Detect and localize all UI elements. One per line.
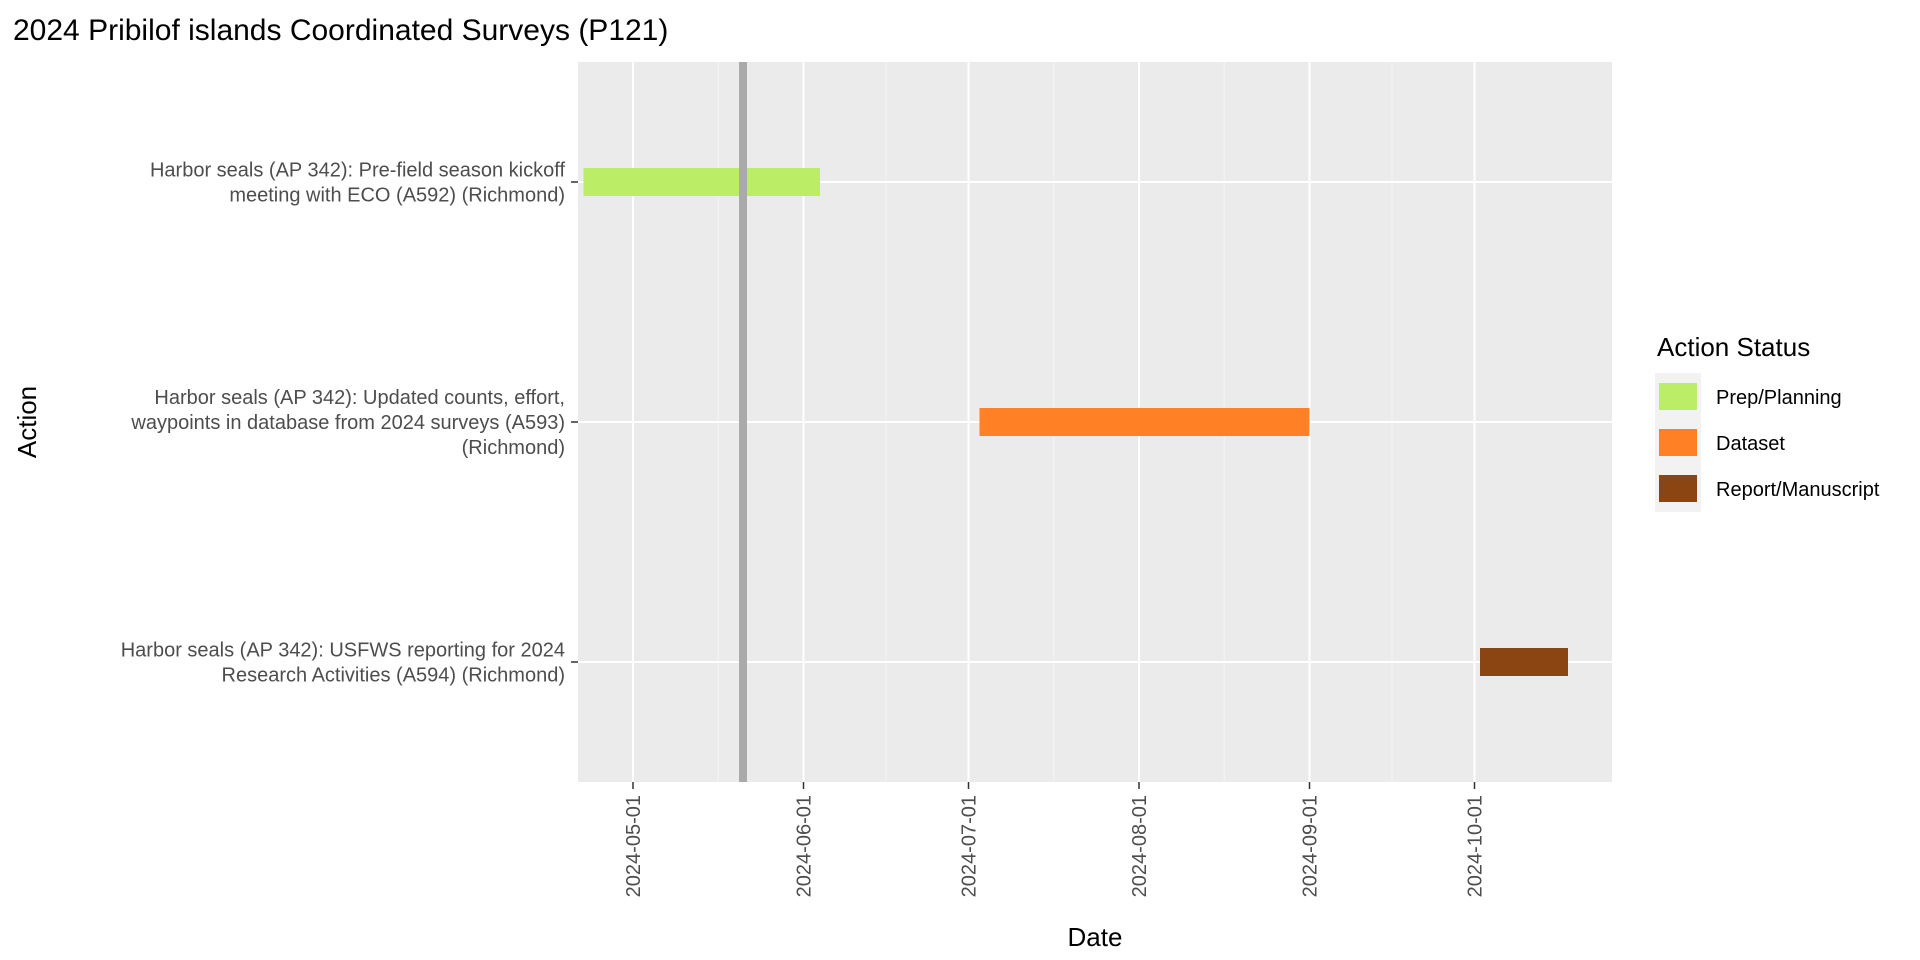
task-bar [1480, 648, 1568, 676]
y-axis-ticks: Harbor seals (AP 342): Pre-field season … [121, 160, 578, 687]
legend-label: Dataset [1716, 433, 1785, 455]
y-tick-label: meeting with ECO (A592) (Richmond) [229, 185, 565, 207]
legend-title: Action Status [1657, 332, 1810, 362]
x-axis-title: Date [1068, 922, 1123, 952]
x-tick-label: 2024-05-01 [623, 795, 645, 897]
y-tick-label: waypoints in database from 2024 surveys … [130, 412, 565, 434]
y-tick-label: Research Activities (A594) (Richmond) [222, 665, 565, 687]
x-tick-label: 2024-09-01 [1300, 795, 1322, 897]
legend-label: Prep/Planning [1716, 387, 1842, 409]
y-tick-label: (Richmond) [462, 437, 565, 459]
legend-swatch [1659, 383, 1697, 410]
task-bars [583, 168, 1568, 676]
y-tick-label: Harbor seals (AP 342): Updated counts, e… [154, 387, 565, 409]
y-axis-title: Action [12, 386, 42, 458]
x-tick-label: 2024-10-01 [1465, 795, 1487, 897]
x-axis-ticks: 2024-05-01 2024-06-01 2024-07-01 2024-08-01… [623, 782, 1487, 897]
legend-swatch [1659, 475, 1697, 502]
legend-swatch [1659, 429, 1697, 456]
y-tick-label: Harbor seals (AP 342): USFWS reporting f… [121, 640, 565, 662]
y-tick-label: Harbor seals (AP 342): Pre-field season … [150, 160, 565, 182]
task-bar [583, 168, 820, 196]
x-tick-label: 2024-08-01 [1129, 795, 1151, 897]
x-tick-label: 2024-06-01 [794, 795, 816, 897]
task-bar [979, 408, 1310, 436]
legend: Action Status Prep/Planning Dataset Report… [1655, 332, 1880, 512]
legend-label: Report/Manuscript [1716, 479, 1880, 501]
x-tick-label: 2024-07-01 [959, 795, 981, 897]
chart-title: 2024 Pribilof islands Coordinated Survey… [13, 14, 668, 47]
